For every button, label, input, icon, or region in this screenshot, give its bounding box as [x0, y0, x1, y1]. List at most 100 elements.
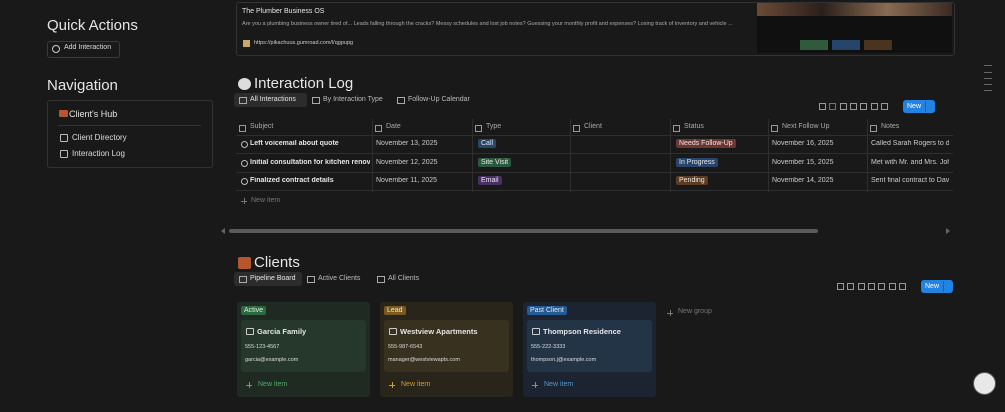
new-item-plus: [532, 382, 538, 388]
new-item-plus: [389, 382, 395, 388]
link-icon: [60, 150, 68, 158]
new-group-plus: [667, 310, 673, 316]
button-icon: [52, 45, 60, 53]
tab[interactable]: Follow-Up Calendar: [408, 96, 470, 103]
divider: [58, 125, 201, 126]
button[interactable]: [47, 41, 120, 58]
new-divider: [925, 101, 926, 112]
col-icon: [771, 125, 778, 132]
tab-active[interactable]: [234, 272, 302, 286]
tool-icon[interactable]: [829, 103, 837, 110]
tab-icon: [377, 276, 385, 283]
col-icon: [673, 125, 680, 132]
tool-icon[interactable]: [819, 103, 826, 110]
outline-mark: [984, 78, 992, 79]
new-item[interactable]: New item: [544, 381, 574, 388]
col-divider: [372, 119, 373, 192]
new-label[interactable]: New: [925, 283, 940, 290]
new-divider: [943, 281, 944, 292]
row-line: [236, 190, 953, 191]
tab[interactable]: Active Clients: [318, 275, 361, 282]
row-line: [236, 171, 953, 173]
tag: Pending: [676, 176, 708, 185]
tool-icon[interactable]: [857, 283, 865, 290]
cell: Sent final contract to David: [871, 177, 949, 184]
tool-icon[interactable]: [888, 283, 896, 290]
column-header: Status: [684, 123, 704, 130]
hub-box: [47, 100, 213, 168]
subject[interactable]: Finalized contract details: [250, 177, 334, 184]
thumb-card: [832, 40, 860, 50]
thumb-card: [864, 40, 892, 50]
nav-link[interactable]: Client Directory: [72, 133, 127, 142]
thumb-card: [800, 40, 828, 50]
tool-icon[interactable]: [847, 283, 855, 290]
new-group[interactable]: New group: [678, 308, 712, 315]
tag: Email: [478, 176, 502, 185]
outline-mark: [984, 84, 992, 85]
tab[interactable]: All Clients: [388, 275, 420, 282]
column-header: Subject: [250, 123, 274, 130]
tab[interactable]: Pipeline Board: [250, 275, 296, 282]
nav-link[interactable]: Interaction Log: [72, 149, 125, 158]
subject[interactable]: Initial consultation for kitchen renovat…: [250, 158, 370, 166]
cell: Called Sarah Rogers to disc: [871, 140, 949, 147]
tool-icon[interactable]: [867, 283, 875, 290]
tool-icon[interactable]: [860, 103, 868, 110]
card-email: manager@westviewapts.com: [388, 357, 460, 363]
new-item[interactable]: New item: [401, 381, 431, 388]
db-title: Interaction Log: [254, 75, 354, 92]
button-label[interactable]: Add Interaction: [64, 44, 112, 51]
outline-mark: [984, 65, 992, 66]
new-button[interactable]: [903, 100, 935, 113]
row-icon: [241, 178, 248, 185]
col-divider: [768, 119, 769, 192]
card[interactable]: [241, 320, 366, 372]
card[interactable]: [527, 320, 652, 372]
tool-icon[interactable]: [898, 283, 906, 290]
col-icon: [375, 125, 382, 132]
avatar[interactable]: [973, 372, 996, 395]
new-button[interactable]: [921, 280, 953, 293]
tag: Call: [478, 139, 497, 148]
col-divider: [670, 119, 671, 192]
tab[interactable]: By Interaction Type: [323, 96, 383, 103]
new-item[interactable]: New item: [258, 381, 288, 388]
scrollbar[interactable]: [229, 229, 818, 233]
scroll-arrow: [946, 228, 950, 234]
tab-active[interactable]: [234, 93, 307, 107]
card-icon: [532, 328, 540, 335]
hub-title: Client's Hub: [69, 109, 118, 119]
tag: In Progress: [676, 157, 718, 167]
card-name[interactable]: Westview Apartments: [400, 327, 478, 336]
bookmark[interactable]: [236, 2, 955, 56]
column-header: Date: [386, 123, 401, 130]
subject[interactable]: Left voicemail about quote: [250, 140, 339, 147]
tab[interactable]: All Interactions: [250, 96, 296, 103]
col-icon: [870, 125, 877, 132]
group-label: Past Client: [527, 306, 567, 315]
tool-icon[interactable]: [878, 283, 886, 290]
row-icon: [241, 141, 248, 148]
cell: November 14, 2025: [772, 177, 834, 184]
tool-icon[interactable]: [880, 103, 888, 110]
tool-icon[interactable]: [839, 103, 847, 110]
new-item[interactable]: New item: [251, 197, 281, 204]
card[interactable]: [384, 320, 509, 372]
card-name[interactable]: Thompson Residence: [543, 327, 621, 336]
tool-icon[interactable]: [849, 103, 857, 110]
cell: November 11, 2025: [376, 177, 437, 184]
card-phone: 555-987-6543: [388, 344, 423, 350]
favicon: [243, 40, 250, 47]
column-header: Type: [486, 123, 502, 130]
card-icon: [246, 328, 254, 335]
card-name[interactable]: Garcia Family: [257, 327, 307, 336]
new-label[interactable]: New: [907, 103, 922, 110]
heading: Quick Actions: [47, 17, 138, 34]
tool-icon[interactable]: [870, 103, 878, 110]
tool-icon[interactable]: [837, 283, 844, 290]
cell: Met with Mr. and Mrs. John: [871, 158, 949, 166]
cell: November 16, 2025: [772, 140, 834, 147]
column-header: Next Follow Up: [782, 123, 830, 130]
outline-mark: [984, 90, 992, 91]
